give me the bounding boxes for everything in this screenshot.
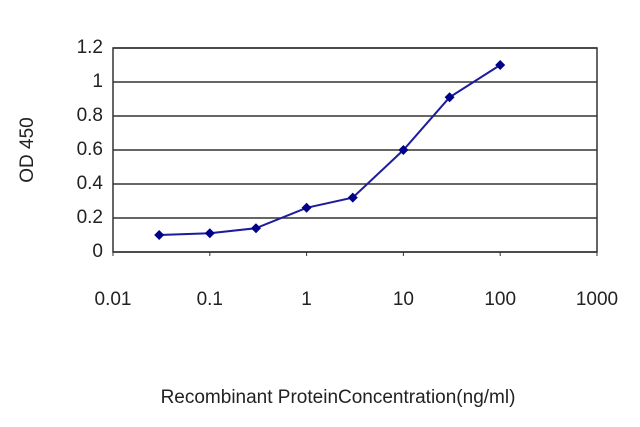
y-tick-label: 0.2 [77, 207, 103, 228]
x-tick-label: 0.01 [95, 289, 132, 310]
y-tick-label: 0.8 [77, 105, 103, 126]
data-point [204, 228, 215, 239]
y-tick-label: 0.6 [77, 139, 103, 160]
y-tick-label: 0.4 [77, 173, 104, 194]
data-point [398, 145, 409, 155]
x-tick-label: 0.1 [197, 289, 223, 310]
x-tick-label: 1 [301, 289, 312, 310]
data-point [444, 92, 455, 103]
x-axis-label: Recombinant ProteinConcentration(ng/ml) [161, 387, 516, 408]
data-point [495, 60, 506, 70]
x-tick-label: 10 [393, 289, 414, 310]
x-tick-label: 1000 [576, 289, 618, 310]
data-point [301, 202, 312, 213]
y-axis-label: OD 450 [17, 117, 38, 182]
x-tick-label: 100 [484, 289, 516, 310]
data-point [347, 192, 358, 203]
y-tick-label: 1 [92, 71, 103, 92]
y-tick-label: 0 [92, 241, 103, 262]
data-point [250, 223, 261, 234]
data-line [159, 64, 501, 236]
y-tick-label: 1.2 [77, 37, 103, 58]
data-point [154, 230, 165, 240]
